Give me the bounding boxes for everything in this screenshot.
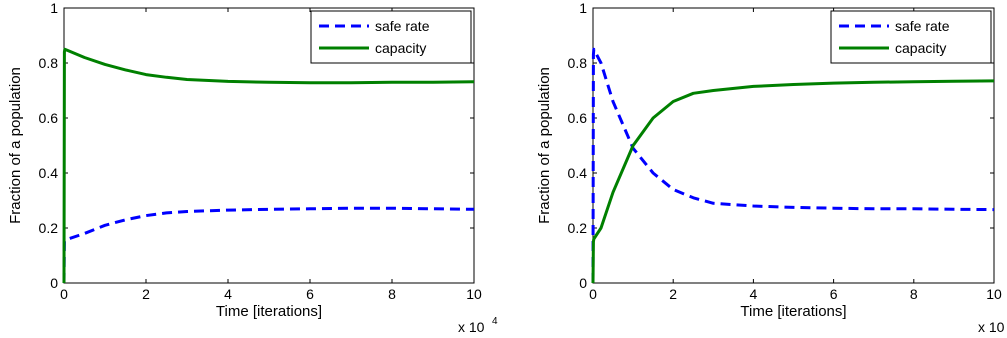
x-tick-label: 0 xyxy=(589,286,597,302)
legend-entry: safe rate xyxy=(375,18,430,34)
x-tick-label: 4 xyxy=(750,286,758,302)
legend-box xyxy=(830,10,992,64)
x-axis-label: Time [iterations] xyxy=(216,303,322,320)
x-tick-label: 10 xyxy=(466,286,482,302)
y-tick-label: 0.2 xyxy=(568,220,588,236)
legend: safe rate capacity xyxy=(310,10,472,64)
series-line-capacity xyxy=(591,79,995,284)
x-tick-label: 6 xyxy=(830,286,838,302)
legend-entry: safe rate xyxy=(895,18,950,34)
y-tick-label: 0.6 xyxy=(39,110,59,126)
y-tick-label: 0 xyxy=(579,275,587,291)
series-line-safe-rate xyxy=(591,47,995,284)
y-tick-label: 1 xyxy=(579,0,587,16)
series-line-safe-rate xyxy=(62,206,475,284)
y-axis-label: Fraction of a population xyxy=(7,67,24,224)
x-tick-label: 2 xyxy=(669,286,677,302)
y-tick-label: 0.4 xyxy=(568,165,588,181)
x-tick-label: 6 xyxy=(306,286,314,302)
x-tick-label: 8 xyxy=(910,286,918,302)
legend: safe rate capacity xyxy=(830,10,992,64)
y-tick-label: 0.2 xyxy=(39,220,59,236)
x-tick-label: 2 xyxy=(142,286,150,302)
x-tick-label: 4 xyxy=(224,286,232,302)
legend-entry: capacity xyxy=(895,40,946,56)
x-tick-label: 8 xyxy=(388,286,396,302)
x-tick-label: 10 xyxy=(986,286,1002,302)
y-tick-label: 0.4 xyxy=(39,165,59,181)
series-line-capacity xyxy=(62,47,475,284)
y-axis-label: Fraction of a population xyxy=(536,67,553,224)
y-tick-label: 0.8 xyxy=(39,55,59,71)
chart-panel-2: 0 2 4 6 8 10 0 0.2 0.4 0.6 0.8 1 Time [iterations] Fr… xyxy=(536,0,1005,335)
x-exponent-label: x 10 xyxy=(978,319,1005,335)
y-tick-label: 0.6 xyxy=(568,110,588,126)
chart-panel-1: 0 2 4 6 8 10 0 0.2 0.4 0.6 0.8 1 Time [iterations] Fr… xyxy=(7,0,498,335)
y-tick-label: 0 xyxy=(50,275,58,291)
legend-entry: capacity xyxy=(375,40,426,56)
y-tick-label: 0.8 xyxy=(568,55,588,71)
legend-box xyxy=(310,10,472,64)
x-axis-label: Time [iterations] xyxy=(740,303,846,320)
y-tick-label: 1 xyxy=(50,0,58,16)
x-exponent-label: x 10 xyxy=(458,319,485,335)
x-exponent-power: 4 xyxy=(492,316,498,327)
x-tick-label: 0 xyxy=(60,286,68,302)
